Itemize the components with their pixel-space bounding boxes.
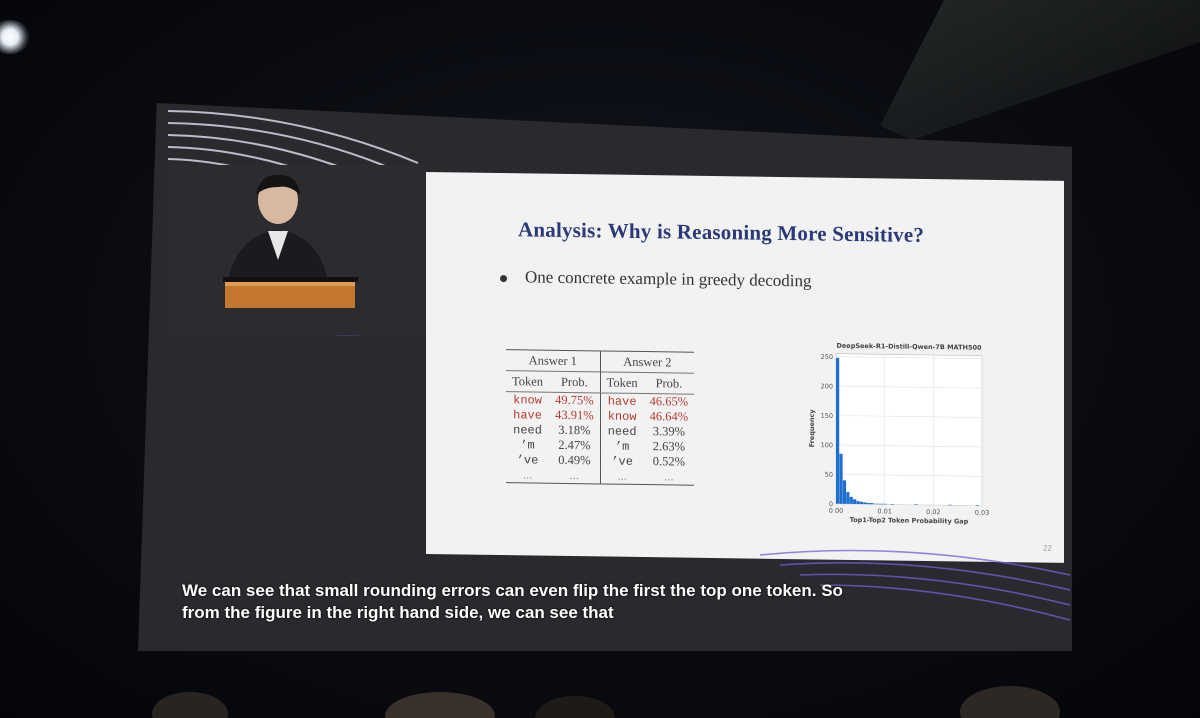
histogram-bar — [856, 501, 860, 505]
caption-line: from the figure in the right hand side, … — [182, 603, 614, 622]
token-cell: have — [513, 407, 542, 423]
caption-line: We can see that small rounding errors ca… — [182, 581, 843, 600]
y-tick-label: 200 — [821, 382, 833, 390]
slide: Analysis: Why is Reasoning More Sensitiv… — [426, 172, 1064, 563]
table-row: ... ... ... ... — [506, 467, 695, 486]
histogram-bar — [846, 492, 850, 504]
histogram-bar — [836, 357, 840, 504]
histogram-bar — [870, 503, 874, 505]
token-cell: know — [513, 392, 542, 408]
plot-area — [835, 353, 983, 507]
histogram-bar — [842, 480, 847, 504]
token-cell: have — [600, 392, 644, 410]
histogram-bar — [866, 502, 870, 505]
y-tick-label: 100 — [821, 441, 833, 449]
y-tick-label: 150 — [821, 412, 833, 420]
gridline — [836, 356, 982, 360]
histogram-bar — [890, 503, 894, 505]
prob-cell: 0.52% — [652, 454, 686, 469]
column-header: Prob. — [643, 372, 695, 395]
bullet-point: One concrete example in greedy decoding — [500, 267, 812, 291]
prob-cell: 43.91% — [555, 407, 594, 423]
histogram-bar — [849, 496, 853, 504]
token-cell: need — [513, 422, 542, 438]
histogram-bar — [839, 453, 843, 504]
speaker-video — [168, 165, 428, 335]
prob-cell: 2.47% — [558, 437, 591, 453]
x-tick-label: 0.03 — [975, 509, 989, 517]
table-row: know 49.75% have 46.65% — [506, 392, 694, 410]
gridline — [836, 385, 982, 389]
x-tick-label: 0.02 — [926, 508, 940, 516]
token-cell: ’ve — [600, 453, 644, 470]
probability-gap-histogram: 0 50 100 150 200 250 0.00 0.01 0.02 0.03 DeepSeek-… — [808, 342, 989, 526]
histogram-bar — [853, 499, 857, 505]
histogram-bar — [948, 504, 952, 506]
wave-decoration — [760, 549, 1070, 621]
chart-title: DeepSeek-R1-Distill-Qwen-7B MATH500 — [836, 342, 982, 352]
prob-cell: 3.18% — [558, 422, 591, 438]
column-header: Token — [600, 371, 644, 394]
token-cell: ... — [600, 468, 644, 485]
group-header: Answer 1 — [506, 349, 601, 372]
token-cell: know — [600, 408, 644, 425]
bullet-text: One concrete example in greedy decoding — [525, 267, 812, 291]
token-cell: ’ve — [516, 452, 539, 468]
column-header: Prob. — [549, 371, 601, 393]
column-header: Token — [506, 370, 550, 393]
histogram-bar — [914, 504, 918, 505]
histogram-bar — [859, 501, 864, 505]
prob-cell: 49.75% — [555, 392, 594, 408]
token-probability-table: Answer 1 Answer 2 Token Prob. Token Prob… — [506, 349, 695, 486]
token-cell: ... — [506, 467, 550, 484]
x-axis-label: Top1-Top2 Token Probability Gap — [850, 516, 969, 526]
gridline — [836, 474, 982, 477]
prob-cell: ... — [549, 467, 601, 484]
histogram-bar — [975, 505, 979, 506]
histogram-bar — [876, 503, 881, 505]
gridline — [836, 415, 982, 418]
token-cell: ’m — [520, 437, 535, 453]
token-cell: ’m — [600, 438, 644, 455]
group-header: Answer 2 — [600, 350, 695, 374]
prob-cell: 46.64% — [649, 409, 689, 424]
y-tick-label: 250 — [821, 353, 833, 361]
live-caption: We can see that small rounding errors ca… — [182, 580, 882, 624]
x-tick-label: 0.01 — [877, 507, 891, 515]
audience-heads — [152, 686, 1060, 718]
histogram-bar — [880, 503, 884, 505]
slide-title: Analysis: Why is Reasoning More Sensitiv… — [518, 217, 925, 247]
prob-cell: ... — [643, 469, 695, 486]
token-cell: need — [600, 423, 644, 440]
histogram-bar — [883, 503, 887, 505]
prob-cell: 2.63% — [652, 439, 686, 454]
gridline — [836, 444, 982, 448]
x-tick-label: 0.00 — [829, 507, 843, 515]
y-tick-label: 0 — [829, 500, 833, 508]
bullet-dot-icon — [500, 274, 507, 282]
y-axis-label: Frequency — [808, 409, 816, 448]
prob-cell: 3.39% — [652, 424, 686, 439]
prob-cell: 46.65% — [649, 394, 689, 409]
prob-cell: 0.49% — [558, 452, 591, 468]
histogram-bar — [873, 503, 877, 505]
y-tick-label: 50 — [825, 471, 833, 479]
histogram-bar — [863, 502, 867, 505]
